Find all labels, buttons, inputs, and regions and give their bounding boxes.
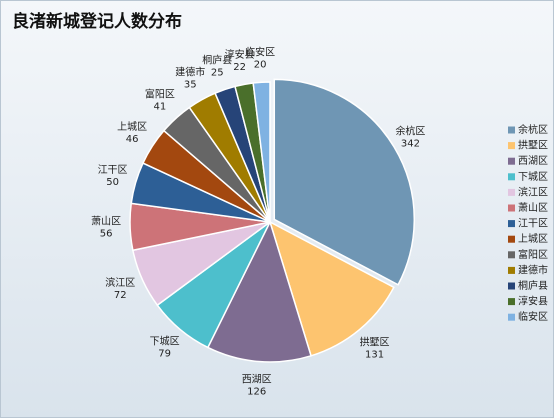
legend-label: 富阳区 [518,248,548,261]
legend-label: 萧山区 [518,202,548,214]
legend-label: 江干区 [518,218,548,230]
pie-slice [273,78,416,286]
legend-swatch [508,220,515,228]
legend-label: 临安区 [518,310,548,323]
legend-label: 上城区 [518,233,548,245]
data-label-name: 建德市 [175,66,205,79]
legend-swatch [508,313,515,321]
data-label-name: 萧山区 [91,216,121,228]
legend-swatch [508,235,515,243]
legend-swatch [508,251,515,259]
data-label: 72 [114,290,127,301]
data-label: 79 [158,349,171,360]
legend-label: 下城区 [518,171,548,183]
legend-swatch [508,142,515,150]
legend-label: 拱墅区 [518,139,548,152]
data-label-name: 淳安县 [225,48,255,61]
data-label: 56 [100,229,113,240]
legend-label: 建德市 [518,263,548,276]
chart-title: 良渚新城登记人数分布 [12,11,182,32]
data-label-name: 桐庐县 [202,54,232,67]
data-label-name: 拱墅区 [360,335,390,348]
data-label-name: 滨江区 [105,276,135,289]
legend-swatch [508,282,515,290]
data-label-name: 下城区 [150,336,180,348]
data-label-name: 上城区 [117,121,147,133]
data-label-name: 余杭区 [395,124,425,137]
data-label: 35 [184,80,197,91]
legend-label: 滨江区 [518,185,548,198]
pie-slice [206,219,312,363]
data-label-name: 临安区 [245,45,275,58]
data-label: 25 [211,68,224,79]
legend-label: 桐庐县 [518,279,548,292]
legend-swatch [508,157,515,165]
data-label: 50 [106,177,119,188]
data-label: 126 [247,386,266,397]
legend-swatch [508,126,515,134]
pie-slice [252,81,271,223]
legend-label: 西湖区 [518,155,548,167]
data-label: 46 [126,134,139,145]
data-label-name: 江干区 [98,164,128,176]
legend-swatch [508,204,515,212]
legend-label: 淳安县 [518,295,548,308]
data-label: 131 [365,349,384,360]
legend-swatch [508,298,515,306]
data-label: 41 [153,102,166,113]
legend-swatch [508,266,515,274]
data-label: 22 [233,62,246,73]
data-label-name: 西湖区 [242,373,272,385]
data-label: 20 [254,59,267,70]
data-label: 342 [401,138,420,149]
legend-label: 余杭区 [518,123,548,136]
data-label-name: 富阳区 [145,88,175,101]
legend-swatch [508,188,515,196]
legend-swatch [508,173,515,181]
